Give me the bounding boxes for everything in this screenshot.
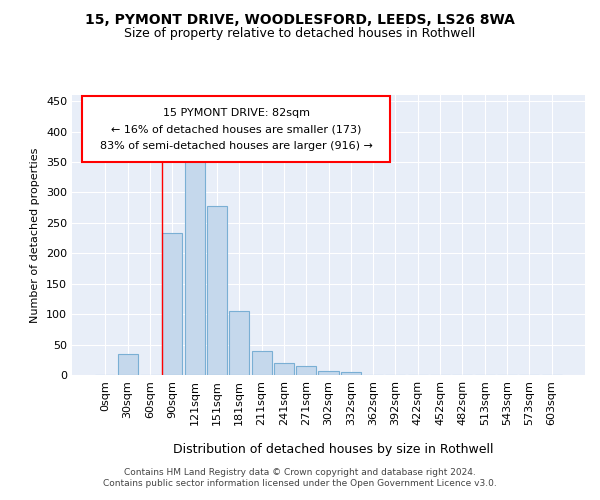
Bar: [118, 354, 138, 375]
Text: Size of property relative to detached houses in Rothwell: Size of property relative to detached ho…: [124, 28, 476, 40]
Bar: [251, 350, 272, 375]
Bar: [341, 372, 361, 375]
Bar: [319, 372, 338, 375]
Bar: [229, 311, 249, 375]
Text: Contains HM Land Registry data © Crown copyright and database right 2024.
Contai: Contains HM Land Registry data © Crown c…: [103, 468, 497, 487]
Bar: [185, 154, 205, 375]
Y-axis label: Number of detached properties: Number of detached properties: [31, 148, 40, 322]
Text: 15 PYMONT DRIVE: 82sqm
← 16% of detached houses are smaller (173)
83% of semi-de: 15 PYMONT DRIVE: 82sqm ← 16% of detached…: [100, 108, 373, 150]
Text: Distribution of detached houses by size in Rothwell: Distribution of detached houses by size …: [173, 442, 493, 456]
Bar: [296, 366, 316, 375]
Text: 15, PYMONT DRIVE, WOODLESFORD, LEEDS, LS26 8WA: 15, PYMONT DRIVE, WOODLESFORD, LEEDS, LS…: [85, 12, 515, 26]
FancyBboxPatch shape: [82, 96, 390, 162]
Bar: [207, 206, 227, 375]
Bar: [274, 363, 294, 375]
Bar: [162, 233, 182, 375]
